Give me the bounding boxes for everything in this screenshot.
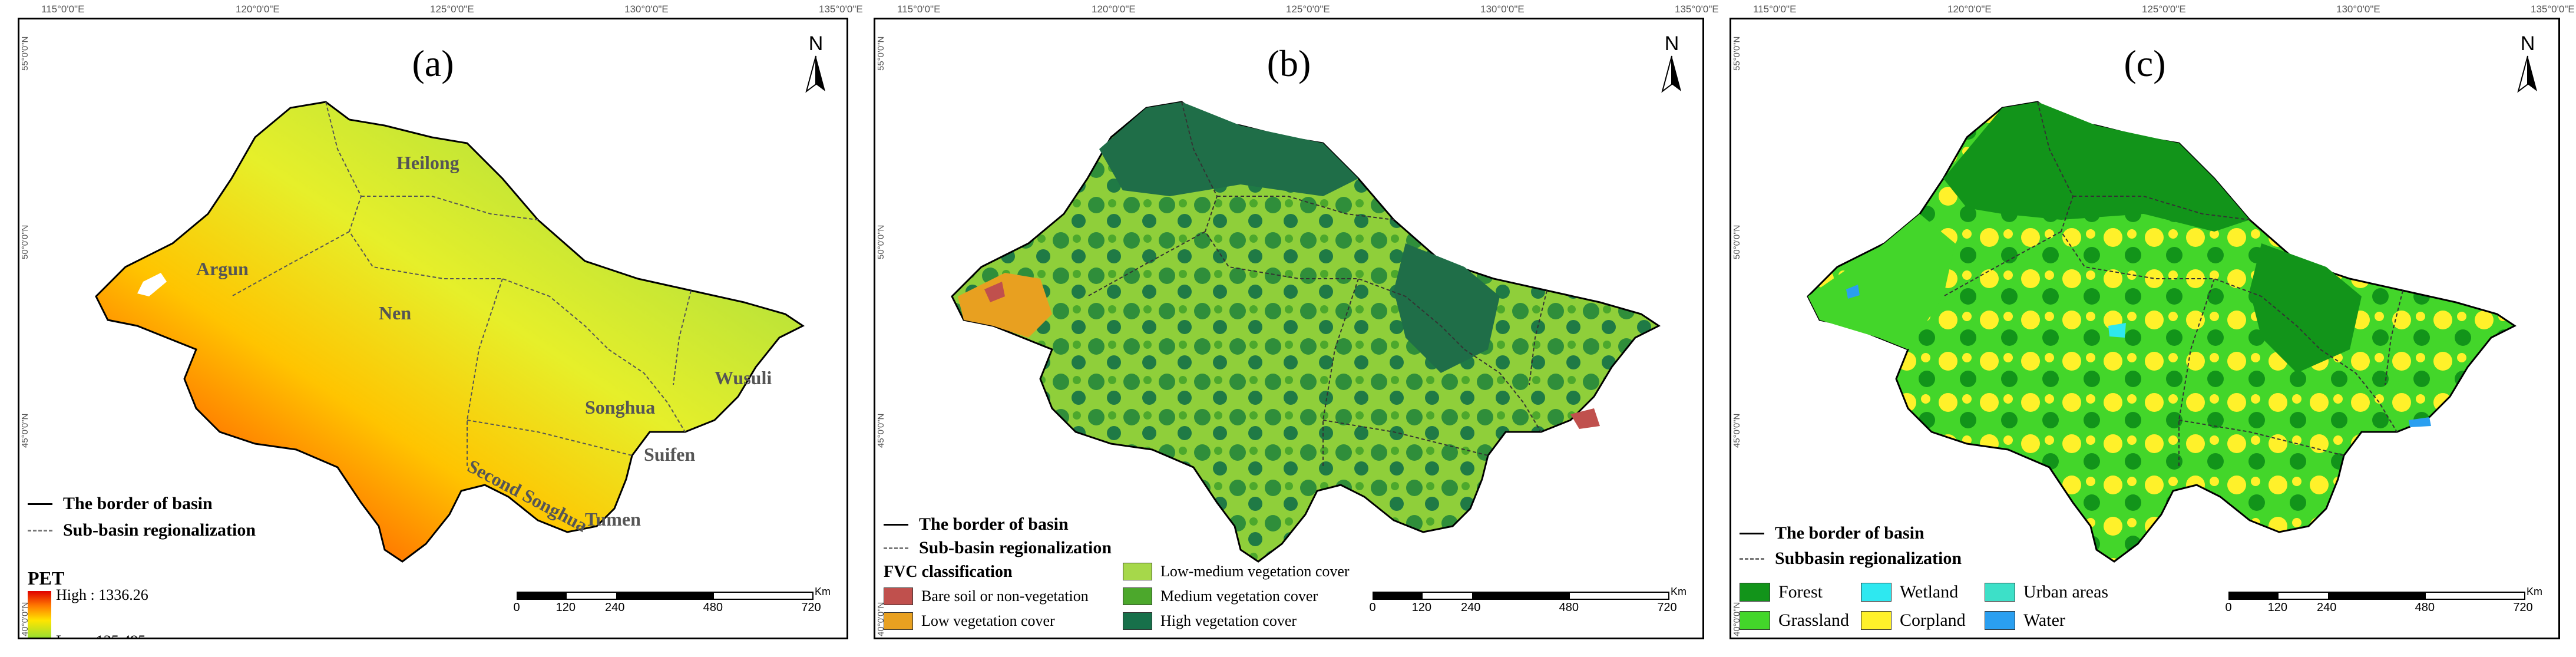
scale-label: 0 [513, 601, 520, 614]
legend-item-grassland: Grassland [1740, 610, 1849, 630]
basin-label: Argun [196, 258, 249, 279]
longitude-tick-label: 130°0'0"E [1480, 4, 1525, 15]
legend-basin-border: The border of basin [28, 494, 213, 514]
longitude-tick-label: 135°0'0"E [2531, 4, 2575, 15]
latitude-tick-label: 45°0'0"N [20, 413, 30, 448]
north-arrow-icon: N [798, 32, 834, 97]
scale-label: 120 [2267, 601, 2288, 614]
legend-item-low-vegetation: Low vegetation cover [884, 612, 1055, 630]
basin-label: Songhua [585, 397, 656, 418]
longitude-tick-label: 130°0'0"E [624, 4, 669, 15]
latitude-tick-label: 55°0'0"N [1732, 36, 1742, 71]
scale-label: 240 [604, 601, 625, 614]
latitude-tick-label: 50°0'0"N [1732, 224, 1742, 259]
panel-label-a: (a) [412, 42, 454, 84]
legend-item-medium-vegetation: Medium vegetation cover [1123, 587, 1318, 605]
longitude-tick-label: 120°0'0"E [1092, 4, 1136, 15]
longitude-tick-label: 125°0'0"E [430, 4, 474, 15]
longitude-tick-label: 125°0'0"E [1286, 4, 1330, 15]
north-arrow-icon: N [2510, 32, 2545, 97]
map-panel-pet: (a) N Heilong Argun Nen Songhua Wusuli S… [18, 18, 848, 639]
scale-bar: 0 120 240 480 720 Km [2225, 586, 2542, 614]
map-panel-fvc: (b) N The border of basin Sub-basin regi… [874, 18, 1704, 639]
latitude-tick-label: 45°0'0"N [876, 413, 886, 448]
latitude-tick-label: 45°0'0"N [1732, 413, 1742, 448]
landuse-map [1807, 101, 2517, 563]
legend-item-high-vegetation: High vegetation cover [1123, 612, 1297, 630]
longitude-tick-label: 115°0'0"E [1753, 4, 1797, 15]
longitude-tick-label: 130°0'0"E [2336, 4, 2380, 15]
legend-item-forest: Forest [1740, 582, 1823, 602]
map-panel-landuse: (c) N The border of basin Subbasin regio… [1730, 18, 2560, 639]
pet-legend-high: High : 1336.26 [56, 586, 148, 603]
legend-basin-border: The border of basin [1740, 523, 1924, 543]
north-arrow-icon: N [1654, 32, 1689, 97]
latitude-tick-label: 50°0'0"N [876, 224, 886, 259]
scale-label: 120 [555, 601, 576, 614]
legend-subbasin: Subbasin regionalization [1740, 549, 1962, 569]
latitude-tick-label: 40°0'0"N [20, 602, 30, 636]
scale-label: 720 [2513, 601, 2533, 614]
scale-label: 720 [801, 601, 821, 614]
latitude-tick-label: 40°0'0"N [876, 602, 886, 636]
scale-label: 240 [2316, 601, 2337, 614]
scale-bar: 0 120 240 480 720 Km [513, 586, 831, 614]
basin-label: Wusuli [715, 367, 772, 388]
scale-label: 480 [1559, 601, 1579, 614]
latitude-tick-label: 55°0'0"N [876, 36, 886, 71]
fvc-map [951, 101, 1661, 563]
subbasin-lines [1087, 101, 1547, 467]
scale-bar: 0 120 240 480 720 Km [1369, 586, 1687, 614]
legend-subbasin: Sub-basin regionalization [884, 538, 1112, 558]
pet-legend-low: Low : 125.495 [56, 632, 146, 638]
latitude-tick-label: 50°0'0"N [20, 224, 30, 259]
longitude-tick-label: 135°0'0"E [819, 4, 863, 15]
scale-label: 480 [703, 601, 723, 614]
pet-map [95, 101, 805, 563]
pet-color-ramp [28, 591, 51, 638]
scale-label: 0 [2225, 601, 2232, 614]
latitude-tick-label: 55°0'0"N [20, 36, 30, 71]
scale-label: 240 [1460, 601, 1481, 614]
scale-label: 120 [1411, 601, 1432, 614]
scale-label: 480 [2415, 601, 2435, 614]
longitude-tick-label: 120°0'0"E [236, 4, 280, 15]
basin-outline [95, 101, 805, 563]
basin-label: Tumen [585, 509, 641, 530]
pet-legend-title: PET [28, 567, 65, 589]
panel-label-b: (b) [1266, 42, 1311, 84]
legend-item-bare-soil: Bare soil or non-vegetation [884, 587, 1089, 605]
legend-item-cropland: Corpland [1861, 610, 1966, 630]
longitude-tick-label: 115°0'0"E [41, 4, 85, 15]
longitude-tick-label: 135°0'0"E [1675, 4, 1719, 15]
basin-label: Heilong [396, 152, 459, 173]
basin-label: Suifen [644, 444, 696, 465]
fvc-legend-title: FVC classification [884, 563, 1013, 581]
scale-label: 0 [1369, 601, 1376, 614]
basin-label: Nen [379, 302, 412, 323]
legend-subbasin: Sub-basin regionalization [28, 520, 256, 540]
subbasin-lines [231, 101, 692, 467]
longitude-tick-label: 115°0'0"E [897, 4, 941, 15]
legend-item-wetland: Wetland [1861, 582, 1958, 602]
longitude-tick-label: 120°0'0"E [1947, 4, 1992, 15]
latitude-tick-label: 40°0'0"N [1732, 602, 1742, 636]
legend-basin-border: The border of basin [884, 514, 1069, 534]
legend-item-water: Water [1985, 610, 2065, 630]
legend-item-low-medium-vegetation: Low-medium vegetation cover [1123, 563, 1350, 580]
panel-label-c: (c) [2124, 42, 2166, 84]
longitude-tick-label: 125°0'0"E [2142, 4, 2186, 15]
scale-label: 720 [1657, 601, 1677, 614]
subbasin-lines [1943, 101, 2403, 467]
legend-item-urban-areas: Urban areas [1985, 582, 2108, 602]
